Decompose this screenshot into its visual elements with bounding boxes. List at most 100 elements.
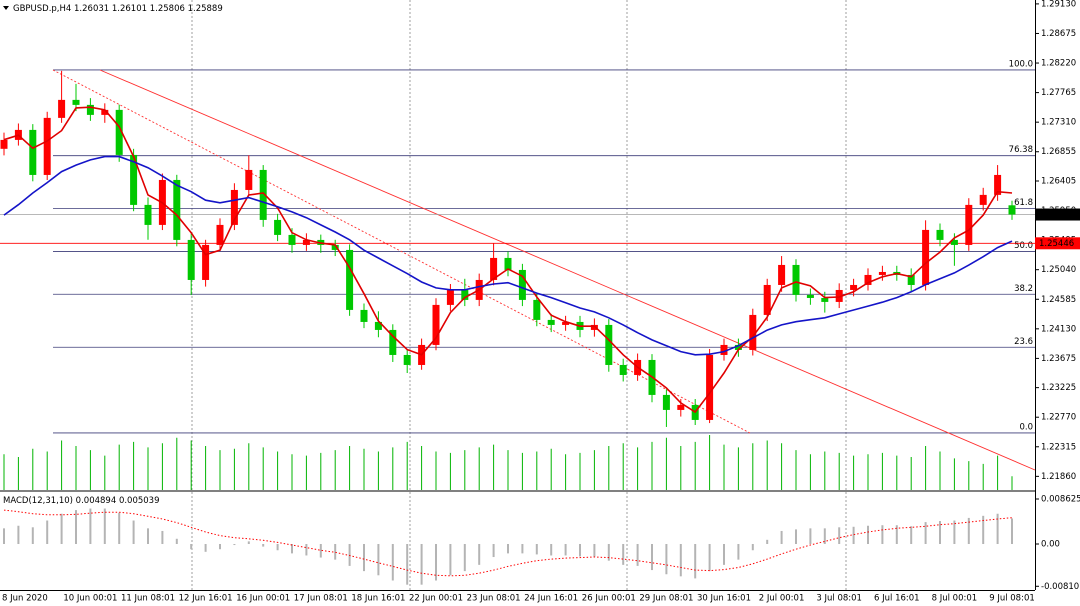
x-tick-label: 16 Jun 00:01 <box>236 594 290 604</box>
x-tick-label: 9 Jul 08:01 <box>989 594 1035 604</box>
candle-body <box>432 304 440 345</box>
candle-body <box>619 364 627 375</box>
volume-layer <box>3 435 1013 490</box>
candle-body <box>346 249 354 310</box>
frame <box>0 0 1036 591</box>
x-tick-label: 8 Jul 00:01 <box>932 594 978 604</box>
x-tick-label: 17 Jun 08:01 <box>294 594 348 604</box>
x-tick-label: 8 Jun 2020 <box>2 594 48 604</box>
moving-average <box>3 106 1013 414</box>
level-price-box <box>1035 237 1080 250</box>
candle-body <box>0 139 8 149</box>
macd-y-tick-label: 0.008625 <box>1041 495 1080 505</box>
candle-body <box>763 284 771 315</box>
x-tick-label: 29 Jun 08:01 <box>639 594 693 604</box>
candle-body <box>720 344 728 355</box>
x-tick-label: 6 Jul 16:01 <box>874 594 920 604</box>
y-tick-label: 1.28675 <box>1041 29 1076 39</box>
candle-body <box>504 257 512 270</box>
candle-body <box>922 229 930 285</box>
macd-signal <box>3 509 1013 577</box>
fib-label: 38.2 <box>1014 284 1033 294</box>
candle-body <box>86 104 94 115</box>
candle-body <box>994 174 1002 195</box>
candle-body <box>331 244 339 250</box>
candle-body <box>835 289 843 302</box>
candle-body <box>979 194 987 205</box>
candle-body <box>202 244 210 280</box>
y-tick-label: 1.22315 <box>1041 442 1076 452</box>
macd-header: MACD(12,31,10) 0.004894 0.005039 <box>3 496 160 506</box>
macd-y-tick-label: -0.008107 <box>1041 582 1080 592</box>
current-price-box <box>1035 208 1080 221</box>
candle-body <box>749 314 757 350</box>
fib-label: 50.0 <box>1014 241 1033 251</box>
open-value: 1.26031 <box>74 4 109 14</box>
menu-triangle[interactable] <box>3 6 9 10</box>
x-tick-label: 26 Jun 00:01 <box>582 594 636 604</box>
candle-body <box>173 179 181 240</box>
x-tick-label: 22 Jun 00:01 <box>409 594 463 604</box>
macd-value: 0.004894 <box>76 496 117 506</box>
candle-body <box>677 404 685 410</box>
candle-body <box>936 229 944 240</box>
y-tick-label: 1.24585 <box>1041 295 1076 305</box>
candle-body <box>72 99 80 105</box>
candle-body <box>230 189 238 225</box>
candle-body <box>288 234 296 245</box>
candle-body <box>965 204 973 245</box>
y-tick-label: 1.21860 <box>1041 472 1076 482</box>
moving-averages <box>3 106 1013 414</box>
y-tick-label: 1.28220 <box>1041 59 1076 69</box>
y-tick-label: 1.26855 <box>1041 147 1076 157</box>
candle-body <box>274 219 282 235</box>
moving-average <box>3 155 1013 356</box>
y-tick-label: 1.22770 <box>1041 413 1076 423</box>
candle-body <box>547 319 555 325</box>
current-price-label: 1.25889 <box>1039 210 1074 220</box>
y-tick-label: 1.27310 <box>1041 118 1076 128</box>
signal-value: 0.005039 <box>119 496 160 506</box>
y-tick-label: 1.25040 <box>1041 265 1076 275</box>
chart-header: GBPUSD.p,H4 1.26031 1.26101 1.25806 1.25… <box>13 4 223 14</box>
candle-body <box>144 204 152 225</box>
x-tick-label: 30 Jun 16:01 <box>697 594 751 604</box>
candle-body <box>850 284 858 290</box>
y-tick-label: 1.24130 <box>1041 324 1076 334</box>
candle-body <box>490 257 498 280</box>
candle-body <box>461 289 469 300</box>
trendlines <box>52 69 1036 471</box>
candle-body <box>389 329 397 355</box>
candle-body <box>29 129 37 175</box>
candle-body <box>360 309 368 322</box>
high-value: 1.26101 <box>112 4 147 14</box>
trendline-dotted <box>52 69 751 434</box>
candle-body <box>446 289 454 305</box>
fib-label: 76.38 <box>1009 145 1033 155</box>
trendline <box>99 69 1036 471</box>
candle-body <box>216 224 224 245</box>
candle-body <box>1008 205 1016 215</box>
candle-body <box>562 321 570 325</box>
candle-body <box>130 154 138 205</box>
candle-body <box>533 299 541 320</box>
x-tick-label: 12 Jun 16:01 <box>179 594 233 604</box>
macd-title: MACD(12,31,10) <box>3 496 73 506</box>
candle-body <box>43 117 51 175</box>
candle-body <box>590 324 598 330</box>
candle-body <box>662 394 670 410</box>
y-tick-label: 1.23225 <box>1041 383 1076 393</box>
y-tick-label: 1.26405 <box>1041 176 1076 186</box>
fib-label: 0.0 <box>1019 422 1033 432</box>
x-tick-label: 2 Jul 00:01 <box>759 594 805 604</box>
x-tick-label: 11 Jun 08:01 <box>121 594 175 604</box>
candle-body <box>907 274 915 285</box>
candle-body <box>950 239 958 245</box>
x-tick-label: 23 Jun 08:01 <box>467 594 521 604</box>
candle-body <box>259 169 267 220</box>
candle-body <box>864 274 872 285</box>
candle-body <box>187 239 195 280</box>
level-price-label: 1.25446 <box>1039 239 1074 249</box>
